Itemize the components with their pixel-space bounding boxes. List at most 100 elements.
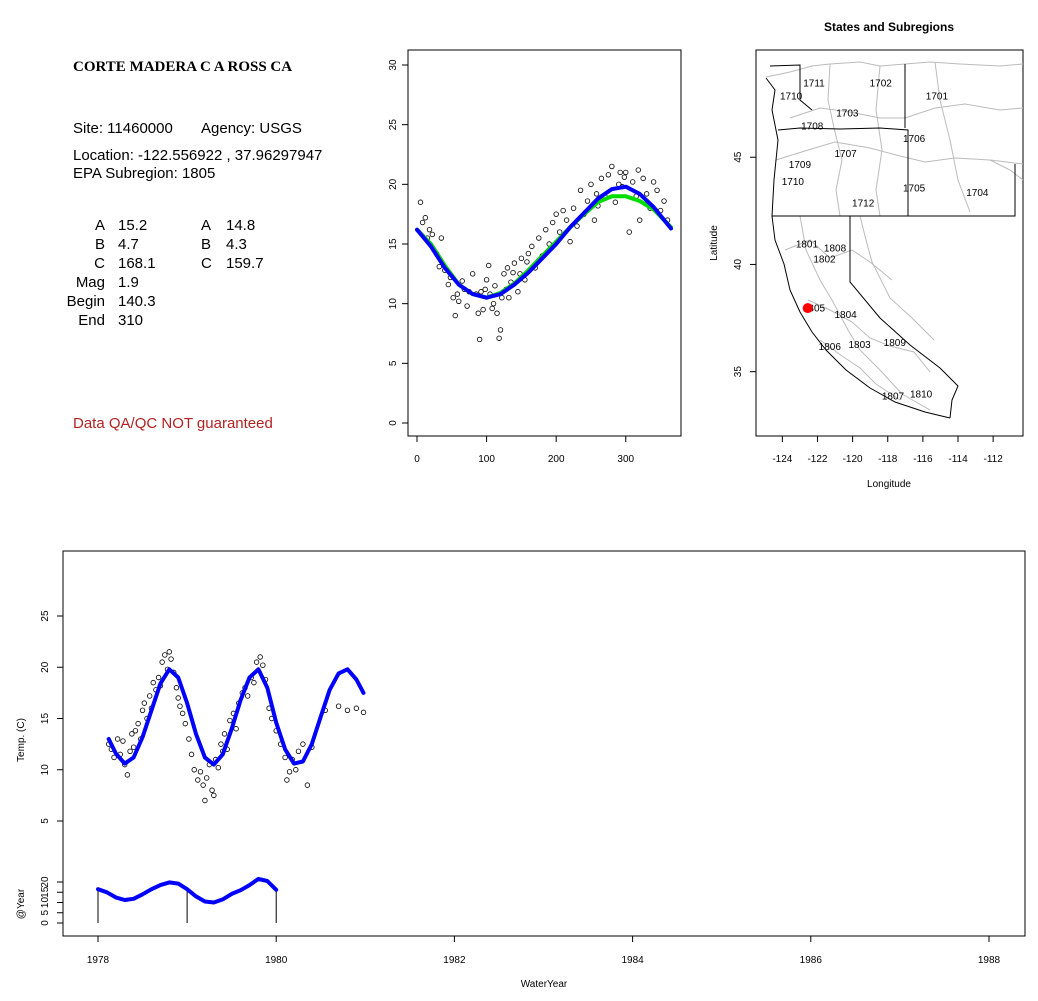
data-point bbox=[155, 674, 162, 681]
data-point bbox=[577, 187, 584, 193]
subregion-label: 1806 bbox=[819, 342, 842, 353]
param-label: A bbox=[201, 217, 211, 234]
subregion-label: 1804 bbox=[834, 310, 857, 321]
param-value: 310 bbox=[118, 312, 143, 329]
y-tick-label: 0 bbox=[388, 420, 399, 426]
boundary-line bbox=[765, 61, 1024, 78]
data-point bbox=[209, 787, 215, 793]
data-point bbox=[492, 283, 498, 289]
boundary-line bbox=[934, 61, 971, 213]
data-point bbox=[524, 259, 530, 265]
data-point bbox=[227, 717, 233, 724]
param-label: A bbox=[95, 217, 105, 234]
data-point bbox=[476, 336, 483, 343]
boundary-line bbox=[827, 63, 843, 217]
data-point bbox=[617, 169, 623, 176]
x-tick-label: -120 bbox=[843, 454, 863, 465]
x-tick-label: 1982 bbox=[443, 955, 466, 966]
x-tick-label: 100 bbox=[478, 454, 495, 465]
param-value: 159.7 bbox=[226, 255, 264, 272]
x-tick-label: 0 bbox=[414, 454, 420, 465]
data-point bbox=[510, 269, 516, 276]
timeseries-y-label: Temp. (C) bbox=[16, 718, 27, 762]
y-tick-label: 45 bbox=[733, 151, 744, 163]
data-point bbox=[159, 659, 165, 665]
y-tick-label: 10 bbox=[40, 764, 51, 776]
data-point bbox=[643, 191, 650, 197]
param-value: 14.8 bbox=[226, 217, 255, 234]
data-point bbox=[257, 654, 263, 660]
boundary-line bbox=[789, 103, 1024, 119]
subregion-boundaries bbox=[765, 61, 1024, 411]
data-point bbox=[536, 235, 542, 241]
data-point bbox=[141, 700, 148, 706]
timeseries-x-label: WaterYear bbox=[521, 979, 568, 990]
site-location-marker bbox=[802, 303, 813, 314]
data-point bbox=[150, 679, 156, 686]
data-point bbox=[260, 662, 266, 668]
x-tick-label: 300 bbox=[617, 454, 634, 465]
data-point bbox=[626, 229, 632, 235]
data-point bbox=[543, 226, 549, 233]
data-point bbox=[556, 229, 563, 235]
data-point bbox=[584, 198, 591, 204]
data-point bbox=[191, 767, 197, 773]
data-point bbox=[344, 707, 351, 713]
boundary-line bbox=[989, 159, 1024, 181]
location: Location: -122.556922 , 37.96297947 bbox=[73, 147, 322, 164]
data-point bbox=[494, 310, 500, 316]
year-fit-curve bbox=[96, 876, 279, 905]
param-label: Begin bbox=[67, 293, 105, 310]
agency: Agency: USGS bbox=[201, 120, 302, 137]
subregion-label: 1805 bbox=[803, 304, 826, 315]
data-point bbox=[293, 767, 299, 773]
y-tick-label: 5 bbox=[40, 818, 51, 824]
map-frame bbox=[755, 49, 1024, 437]
x-tick-label: -118 bbox=[878, 454, 898, 465]
timeseries-fit-curve bbox=[106, 667, 366, 767]
map-title: States and Subregions bbox=[824, 20, 954, 34]
data-point bbox=[282, 754, 288, 761]
subregion-label: 1710 bbox=[780, 91, 803, 102]
subregion-label: 1810 bbox=[910, 389, 933, 400]
data-point bbox=[450, 295, 456, 301]
data-point bbox=[295, 748, 302, 754]
data-point bbox=[304, 782, 311, 788]
subregion-label: 1709 bbox=[789, 160, 812, 171]
data-point bbox=[200, 782, 206, 788]
subregion-label: 1712 bbox=[852, 199, 875, 210]
subregion-label: 1807 bbox=[882, 392, 905, 403]
boundary-line bbox=[775, 141, 1024, 165]
param-value: 168.1 bbox=[118, 255, 156, 272]
data-point bbox=[489, 305, 495, 312]
data-point bbox=[139, 707, 146, 713]
data-point bbox=[335, 703, 342, 709]
seasonal-fit-curves bbox=[415, 184, 673, 300]
x-tick-label: -124 bbox=[772, 454, 792, 465]
data-point bbox=[640, 175, 646, 182]
data-point bbox=[146, 693, 153, 699]
map-axes: -124 -122 -120 -118 -116 -114 -112 35 40 45 bbox=[733, 151, 1003, 465]
data-point bbox=[168, 656, 174, 662]
subregion-label: 1703 bbox=[836, 108, 859, 119]
data-point bbox=[574, 223, 580, 229]
year-fit-line bbox=[96, 876, 279, 905]
subregion-label: 1702 bbox=[870, 78, 893, 89]
timeseries-observations bbox=[105, 649, 367, 804]
subregion-label: 1706 bbox=[903, 134, 926, 145]
x-tick-label: -114 bbox=[948, 454, 968, 465]
data-point bbox=[464, 303, 470, 309]
data-point bbox=[182, 720, 189, 727]
data-point bbox=[459, 278, 465, 284]
data-point bbox=[661, 198, 667, 204]
x-tick-label: 200 bbox=[548, 454, 565, 465]
y-tick-label: 20 bbox=[388, 178, 399, 190]
data-point bbox=[120, 738, 126, 744]
data-point bbox=[621, 174, 628, 180]
data-point bbox=[417, 199, 424, 205]
data-point bbox=[567, 238, 573, 245]
subregion-label: 1701 bbox=[926, 91, 949, 102]
data-point bbox=[221, 731, 228, 737]
boundary-line bbox=[799, 215, 931, 411]
